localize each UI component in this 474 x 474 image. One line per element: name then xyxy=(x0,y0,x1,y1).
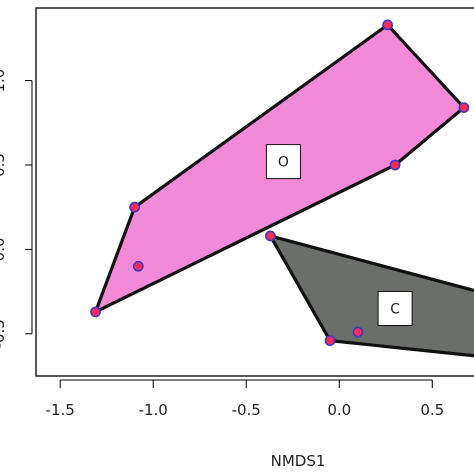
group-label-layer: OC xyxy=(265,144,413,326)
hull-c xyxy=(268,234,474,358)
group-label-c: C xyxy=(390,302,400,318)
x-axis: -1.5 -1.0 -0.5 0.0 0.5 xyxy=(46,379,444,419)
x-axis-title: NMDS1 xyxy=(271,452,326,470)
x-tick-label: -0.5 xyxy=(232,401,261,419)
x-tick-label: 0.0 xyxy=(327,401,351,419)
y-tick-label: -0.5 xyxy=(0,319,8,348)
point-o-4 xyxy=(129,201,140,213)
group-label-box-o xyxy=(265,144,301,180)
point-c-6 xyxy=(324,335,336,346)
point-o-6 xyxy=(90,306,101,318)
y-tick-label: 0.5 xyxy=(0,153,8,177)
group-label-box-c xyxy=(377,291,413,326)
y-axis: 1.0 0.5 0.0 -0.5 xyxy=(0,69,33,348)
x-tick-label: -1.5 xyxy=(46,401,75,419)
y-tick-label: 0.0 xyxy=(0,237,8,261)
point-o-3 xyxy=(389,159,401,171)
point-layer xyxy=(90,19,470,346)
point-o-2 xyxy=(458,102,470,113)
point-o-1 xyxy=(382,19,393,31)
group-label-o: O xyxy=(278,155,289,171)
x-tick-label: -1.0 xyxy=(139,401,168,419)
x-tick-label: 0.5 xyxy=(420,401,444,419)
point-o-5 xyxy=(132,260,144,272)
point-c-5 xyxy=(352,326,364,338)
y-tick-label: 1.0 xyxy=(0,69,8,93)
plot-frame xyxy=(35,7,474,377)
point-c-1 xyxy=(264,230,276,242)
